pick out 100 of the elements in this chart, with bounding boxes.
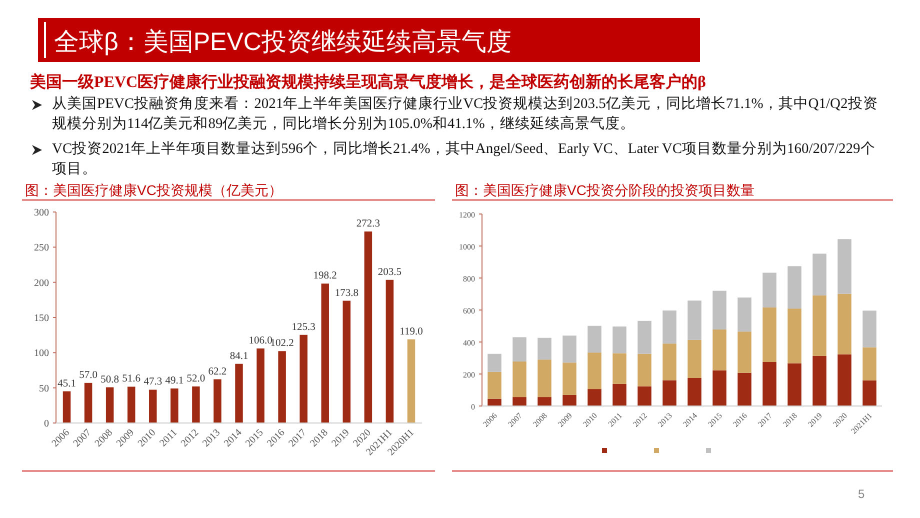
bar [512, 337, 526, 362]
bar [838, 354, 852, 406]
bar [538, 360, 552, 398]
bar [738, 332, 752, 373]
data-label: 45.1 [58, 378, 76, 390]
data-label: 119.0 [400, 326, 423, 338]
bar [321, 284, 329, 423]
bar [512, 362, 526, 398]
bar [788, 266, 802, 309]
bar [838, 239, 852, 294]
bar [562, 394, 576, 406]
bar [588, 389, 602, 406]
bar [364, 231, 372, 423]
y-tick-label: 100 [34, 348, 49, 360]
text: 5 [858, 487, 865, 501]
bar [662, 380, 676, 406]
text: 从美国PEVC投融资角度来看：2021年上半年美国医疗健康行业VC投资规模达到203.5亿美元，同比增长71.1%，其中Q1/Q2投资规模分别为114亿美元和89亿美元，同比增长分别为105.0%和41.1%，继续延续高景气度。 [52, 94, 879, 134]
bar [862, 310, 876, 348]
y-tick-label: 0 [44, 418, 49, 430]
bar [712, 370, 726, 406]
bar [638, 386, 652, 406]
data-label: 106.0 [248, 335, 272, 346]
bar [588, 352, 602, 390]
bar [386, 280, 394, 423]
text: VC投资2021年上半年项目数量达到596个，同比增长21.4%，其中Angel/Seed、Early VC、Later VC项目数量分别为160/207/229个项目。 [52, 140, 876, 179]
bar [407, 339, 416, 423]
bar [106, 387, 114, 423]
bar [712, 330, 726, 370]
bar [688, 300, 702, 340]
data-label: 47.3 [144, 376, 162, 388]
bar [812, 254, 826, 296]
bar [862, 347, 876, 380]
bar [488, 398, 502, 406]
bar [662, 344, 676, 380]
chart-title: 图：美国医疗健康VC投资规模（亿美元） [25, 182, 282, 198]
bar [488, 354, 502, 372]
bar [170, 388, 178, 423]
bar [84, 382, 92, 423]
data-label: 52.0 [186, 373, 206, 384]
bar [538, 338, 552, 360]
data-label: 49.1 [165, 375, 184, 386]
bar [235, 364, 243, 423]
y-tick-label: 150 [34, 313, 49, 324]
y-tick-label: 1000 [459, 242, 475, 252]
bar [588, 326, 602, 353]
bar [838, 294, 852, 354]
bar [62, 391, 71, 423]
bar [788, 308, 802, 364]
data-label: 51.6 [122, 374, 141, 385]
bar [214, 379, 222, 423]
bar [612, 326, 626, 354]
bar [612, 384, 626, 406]
bar [762, 272, 776, 308]
bar [512, 397, 526, 406]
bar [149, 390, 157, 423]
x-tick-label: 2011 [606, 411, 624, 429]
y-tick-label: 200 [463, 370, 475, 380]
data-label: 203.5 [378, 266, 402, 278]
y-tick-label: 200 [34, 278, 49, 289]
data-label: 50.8 [100, 374, 120, 386]
bar [812, 356, 826, 406]
y-tick-label: 250 [34, 242, 49, 254]
y-tick-label: 50 [39, 383, 49, 394]
y-tick-label: 600 [463, 306, 475, 316]
bar [538, 397, 552, 406]
bar [612, 353, 626, 384]
bar [812, 295, 826, 356]
bar [688, 378, 702, 406]
bar [788, 363, 802, 406]
y-tick-label: 800 [463, 274, 475, 284]
bar [300, 334, 308, 423]
data-label: 173.8 [334, 288, 358, 299]
text: 全球β：美国PEVC投资继续延续高景气度 [54, 28, 512, 56]
bar [192, 386, 200, 423]
bar [562, 336, 576, 363]
data-label: 272.3 [356, 218, 380, 230]
data-label: 57.0 [79, 370, 98, 381]
bar [488, 372, 502, 399]
data-label: 84.1 [230, 350, 248, 362]
bar [342, 300, 351, 423]
data-label: 198.2 [313, 270, 337, 282]
bar [562, 362, 576, 395]
text: 美国一级PEVC医疗健康行业投融资规模持续呈现高景气度增长，是全球医药创新的长尾客户的β [30, 73, 707, 93]
bar [738, 298, 752, 332]
bar [712, 290, 726, 330]
chart-title: 图：美国医疗健康VC投资分阶段的投资项目数量 [455, 182, 754, 198]
bar [638, 320, 652, 354]
bar [762, 307, 776, 362]
bar [256, 348, 264, 423]
y-tick-label: 0 [471, 402, 475, 412]
y-tick-label: 1200 [459, 210, 475, 220]
data-label: 62.2 [208, 366, 227, 378]
y-tick-label: 400 [463, 338, 475, 348]
bar [862, 380, 876, 406]
bar [738, 372, 752, 406]
bar [278, 351, 286, 423]
data-label: 102.2 [270, 338, 294, 350]
bar [662, 310, 676, 344]
bar [762, 362, 776, 406]
bar [127, 386, 136, 423]
